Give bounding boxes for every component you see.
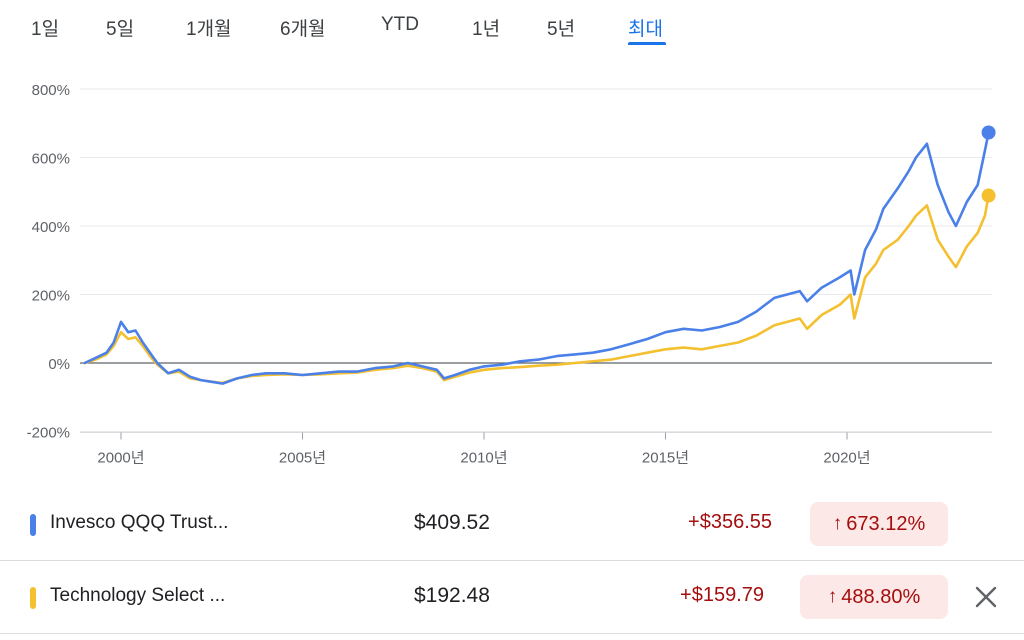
tab-1y[interactable]: 1년 — [472, 19, 501, 40]
y-tick-label: -200% — [27, 425, 70, 442]
x-tick-label: 2020년 — [823, 450, 870, 467]
comparison-row-qqq[interactable]: Invesco QQQ Trust... $409.52 +$356.55 ↑ … — [0, 488, 1024, 561]
price-change: +$356.55 — [688, 511, 772, 533]
x-tick-label: 2015년 — [642, 450, 689, 467]
tab-5d[interactable]: 5일 — [106, 19, 135, 40]
series-line — [83, 131, 990, 385]
ticker-name[interactable]: Technology Select ... — [50, 585, 226, 606]
series-line — [83, 194, 990, 385]
x-tick-label: 2005년 — [279, 450, 326, 467]
series-end-point — [981, 125, 996, 140]
percent-change-badge: ↑ 488.80% — [800, 575, 948, 619]
y-tick-label: 200% — [32, 288, 70, 305]
comparison-chart[interactable]: 800% 600% 400% 200% 0% -200% 2000년 2005년 2010년 20… — [0, 60, 1024, 480]
y-tick-label: 600% — [32, 151, 70, 168]
percent-change-value: 488.80% — [841, 585, 921, 608]
y-tick-label: 800% — [32, 82, 70, 99]
arrow-up-icon: ↑ — [827, 586, 838, 607]
x-tick-label: 2000년 — [97, 450, 144, 467]
comparison-row-xlk[interactable]: Technology Select ... $192.48 +$159.79 ↑… — [0, 561, 1024, 634]
percent-change-value: 673.12% — [846, 512, 926, 535]
percent-change-badge: ↑ 673.12% — [810, 502, 948, 546]
x-tick-label: 2010년 — [460, 450, 507, 467]
range-tabs: 1일 5일 1개월 6개월 YTD 1년 5년 최대 — [0, 0, 1024, 52]
series-end-point — [981, 188, 996, 203]
tab-1d[interactable]: 1일 — [31, 19, 60, 40]
ticker-price: $192.48 — [414, 584, 490, 607]
tab-6m[interactable]: 6개월 — [280, 19, 326, 40]
series-color-swatch — [30, 587, 36, 609]
series-color-swatch — [30, 514, 36, 536]
tab-max[interactable]: 최대 — [628, 19, 663, 40]
y-tick-label: 0% — [48, 356, 70, 373]
tab-ytd[interactable]: YTD — [381, 14, 419, 35]
tab-5y[interactable]: 5년 — [547, 19, 576, 40]
price-change: +$159.79 — [680, 584, 764, 606]
active-tab-indicator — [628, 42, 666, 45]
close-icon[interactable] — [970, 581, 1002, 613]
ticker-price: $409.52 — [414, 511, 490, 534]
tab-1m[interactable]: 1개월 — [186, 19, 232, 40]
ticker-name[interactable]: Invesco QQQ Trust... — [50, 512, 229, 533]
arrow-up-icon: ↑ — [832, 513, 843, 534]
y-tick-label: 400% — [32, 219, 70, 236]
